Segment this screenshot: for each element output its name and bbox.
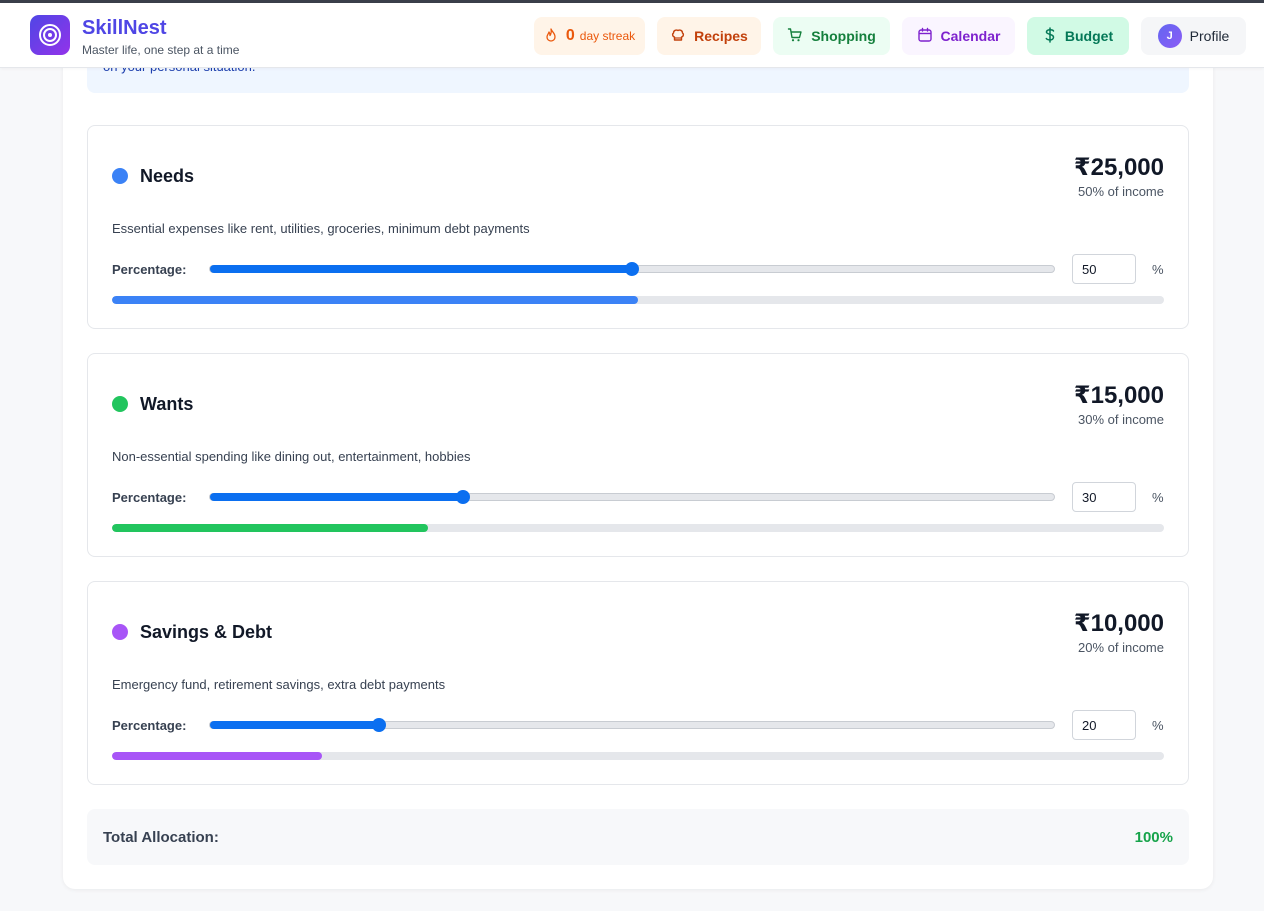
allocation-progress-bar — [112, 752, 1164, 760]
category-name: Savings & Debt — [140, 622, 273, 642]
percent-sign: % — [1152, 490, 1164, 505]
percentage-label: Percentage: — [112, 718, 187, 733]
total-allocation: Total Allocation: 100% — [87, 809, 1189, 865]
streak-count: 0 — [565, 27, 575, 44]
profile-label: Profile — [1189, 28, 1230, 44]
category-name: Needs — [140, 166, 195, 186]
percent-sign: % — [1152, 262, 1164, 277]
slider-fill — [210, 721, 379, 729]
category-card-needs: Needs ₹25,000 50% of income Essential ex… — [87, 125, 1189, 329]
window-top-border — [0, 0, 1264, 3]
percentage-label: Percentage: — [112, 262, 187, 277]
calendar-label: Calendar — [940, 28, 1001, 44]
percent-sign: % — [1152, 718, 1164, 733]
category-of-income: 50% of income — [1078, 184, 1164, 199]
shopping-button[interactable]: Shopping — [773, 17, 890, 55]
category-color-dot — [112, 168, 128, 184]
category-color-dot — [112, 396, 128, 412]
percentage-slider[interactable] — [209, 490, 1055, 504]
category-name: Wants — [140, 394, 194, 414]
percentage-slider[interactable] — [209, 718, 1055, 732]
slider-fill — [210, 265, 632, 273]
allocation-progress-bar — [112, 296, 1164, 304]
shopping-cart-icon — [787, 27, 803, 46]
slider-fill — [210, 493, 464, 501]
app-header: SkillNest Master life, one step at a tim… — [0, 3, 1264, 68]
category-amount: ₹25,000 — [1073, 154, 1164, 181]
slider-thumb[interactable] — [625, 262, 639, 276]
slider-thumb[interactable] — [456, 490, 471, 504]
allocation-progress-bar — [112, 524, 1164, 532]
percentage-label: Percentage: — [112, 490, 187, 505]
percentage-input[interactable] — [1072, 254, 1136, 284]
brand-tagline: Master life, one step at a time — [82, 43, 240, 57]
avatar: J — [1157, 24, 1182, 48]
category-amount: ₹15,000 — [1073, 382, 1164, 409]
streak-badge[interactable]: 0 day streak — [534, 17, 645, 55]
category-card-wants: Wants ₹15,000 30% of income Non-essentia… — [87, 353, 1189, 557]
allocation-progress-fill — [112, 752, 323, 760]
category-of-income: 30% of income — [1078, 412, 1164, 427]
category-card-savings-debt: Savings & Debt ₹10,000 20% of income Eme… — [87, 581, 1189, 785]
category-amount: ₹10,000 — [1073, 610, 1164, 637]
target-logo-icon[interactable] — [30, 15, 70, 55]
category-of-income: 20% of income — [1078, 640, 1164, 655]
category-description: Non-essential spending like dining out, … — [112, 449, 471, 464]
calendar-icon — [917, 27, 933, 46]
recipes-label: Recipes — [694, 28, 748, 44]
brand-name: SkillNest — [82, 17, 167, 39]
allocation-progress-fill — [112, 524, 428, 532]
category-description: Essential expenses like rent, utilities,… — [112, 221, 530, 236]
total-allocation-label: Total Allocation: — [103, 829, 219, 846]
dollar-icon — [1043, 26, 1057, 46]
category-description: Emergency fund, retirement savings, extr… — [112, 677, 446, 692]
budget-button[interactable]: Budget — [1027, 17, 1129, 55]
budget-label: Budget — [1064, 28, 1114, 44]
category-color-dot — [112, 624, 128, 640]
recipes-button[interactable]: Recipes — [657, 17, 761, 55]
percentage-input[interactable] — [1072, 482, 1136, 512]
percentage-slider[interactable] — [209, 262, 1055, 276]
streak-label: day streak — [579, 29, 636, 43]
shopping-label: Shopping — [811, 28, 876, 44]
percentage-input[interactable] — [1072, 710, 1136, 740]
flame-icon — [544, 27, 558, 45]
calendar-button[interactable]: Calendar — [902, 17, 1015, 55]
total-allocation-value: 100% — [1134, 829, 1173, 846]
slider-thumb[interactable] — [371, 718, 386, 732]
chef-hat-icon — [670, 27, 686, 46]
allocation-progress-fill — [112, 296, 638, 304]
profile-button[interactable]: J Profile — [1141, 17, 1246, 55]
